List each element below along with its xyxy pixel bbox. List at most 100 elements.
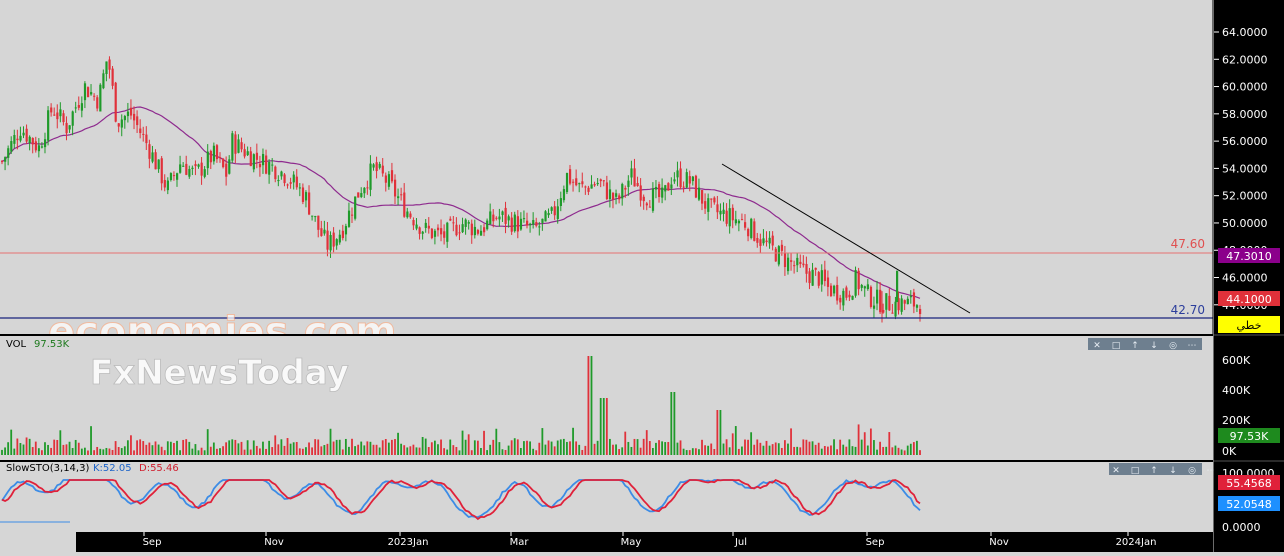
volume-bar[interactable] [762, 445, 765, 455]
volume-bar[interactable] [10, 429, 13, 455]
candle[interactable] [412, 217, 415, 231]
volume-bar[interactable] [41, 450, 43, 455]
volume-bar[interactable] [737, 448, 740, 455]
candle[interactable] [446, 221, 449, 248]
volume-bar[interactable] [145, 444, 148, 455]
candle[interactable] [43, 132, 47, 154]
candle[interactable] [133, 106, 136, 130]
volume-bar[interactable] [418, 447, 421, 455]
volume-bar[interactable] [99, 448, 102, 455]
volume-bar[interactable] [725, 439, 728, 455]
candle[interactable] [658, 181, 661, 203]
candle[interactable] [22, 126, 25, 139]
candle[interactable] [553, 201, 556, 220]
volume-bar[interactable] [863, 432, 866, 455]
candle[interactable] [209, 149, 212, 170]
candle[interactable] [786, 253, 790, 275]
candle[interactable] [80, 96, 84, 118]
volume-bar[interactable] [335, 439, 338, 455]
candle[interactable] [565, 172, 569, 195]
candle[interactable] [799, 254, 802, 268]
candle[interactable] [28, 135, 31, 151]
volume-bar[interactable] [209, 446, 212, 455]
candle[interactable] [756, 232, 759, 248]
volume-bar[interactable] [406, 447, 409, 455]
volume-bar[interactable] [658, 440, 660, 455]
volume-bar[interactable] [673, 392, 676, 455]
candle[interactable] [390, 162, 394, 184]
candle[interactable] [559, 191, 562, 212]
volume-bar[interactable] [741, 446, 743, 455]
volume-bar[interactable] [648, 441, 651, 455]
volume-bar[interactable] [661, 441, 664, 455]
candle[interactable] [206, 144, 209, 175]
volume-bar[interactable] [473, 440, 476, 455]
volume-bar[interactable] [642, 438, 645, 455]
volume-bar[interactable] [391, 439, 393, 455]
volume-bar[interactable] [734, 426, 737, 455]
volume-bar[interactable] [194, 444, 197, 455]
volume-bar[interactable] [596, 440, 599, 455]
candle[interactable] [111, 66, 114, 90]
candle[interactable] [99, 83, 102, 112]
candle[interactable] [154, 149, 157, 170]
volume-bar[interactable] [219, 448, 221, 455]
candle[interactable] [535, 217, 538, 228]
volume-bar[interactable] [434, 440, 436, 455]
volume-bar[interactable] [707, 445, 710, 455]
candle[interactable] [351, 207, 354, 224]
volume-bar[interactable] [523, 441, 525, 455]
volume-bar[interactable] [114, 441, 117, 455]
volume-bar[interactable] [412, 444, 415, 455]
volume-bar[interactable] [249, 449, 252, 455]
volume-bar[interactable] [65, 444, 68, 455]
volume-bar[interactable] [16, 438, 19, 455]
candle[interactable] [722, 202, 725, 222]
volume-bar[interactable] [71, 448, 74, 455]
stochastic-k-line[interactable] [1, 479, 921, 519]
volume-bar[interactable] [796, 446, 799, 455]
candle[interactable] [817, 270, 820, 289]
candle[interactable] [13, 129, 16, 149]
candle[interactable] [421, 230, 424, 240]
volume-bar[interactable] [645, 430, 648, 455]
candle[interactable] [833, 284, 836, 297]
volume-bar[interactable] [826, 446, 829, 455]
volume-bar[interactable] [670, 392, 673, 455]
volume-bar[interactable] [25, 437, 28, 455]
volume-bar[interactable] [440, 439, 442, 455]
candle[interactable] [225, 156, 228, 186]
candle[interactable] [811, 262, 814, 286]
candle[interactable] [697, 178, 701, 202]
candle[interactable] [105, 61, 108, 82]
volume-bar[interactable] [87, 450, 89, 455]
volume-bar[interactable] [126, 440, 129, 455]
candle[interactable] [587, 185, 590, 196]
volume-bar[interactable] [397, 432, 399, 455]
volume-bar[interactable] [157, 444, 160, 455]
volume-bar[interactable] [467, 434, 470, 455]
volume-bar[interactable] [452, 445, 455, 455]
volume-bar[interactable] [357, 444, 360, 455]
candle[interactable] [455, 217, 458, 237]
volume-bar[interactable] [553, 446, 556, 455]
volume-bar[interactable] [317, 439, 320, 455]
volume-bar[interactable] [464, 439, 467, 455]
candle[interactable] [108, 56, 111, 79]
volume-bar[interactable] [74, 439, 77, 455]
close-icon[interactable]: ✕ [1112, 466, 1120, 476]
volume-bar[interactable] [771, 444, 774, 455]
candle[interactable] [347, 202, 351, 228]
candle[interactable] [7, 145, 10, 166]
volume-bar[interactable] [578, 444, 581, 455]
candle[interactable] [621, 182, 624, 206]
candle[interactable] [68, 125, 71, 133]
volume-bar[interactable] [351, 438, 353, 455]
candle[interactable] [169, 172, 173, 182]
volume-bar[interactable] [790, 428, 792, 455]
volume-bar[interactable] [163, 450, 166, 455]
volume-bar[interactable] [744, 439, 746, 455]
candle[interactable] [424, 219, 427, 233]
candle[interactable] [120, 114, 123, 137]
volume-bar[interactable] [427, 447, 430, 455]
